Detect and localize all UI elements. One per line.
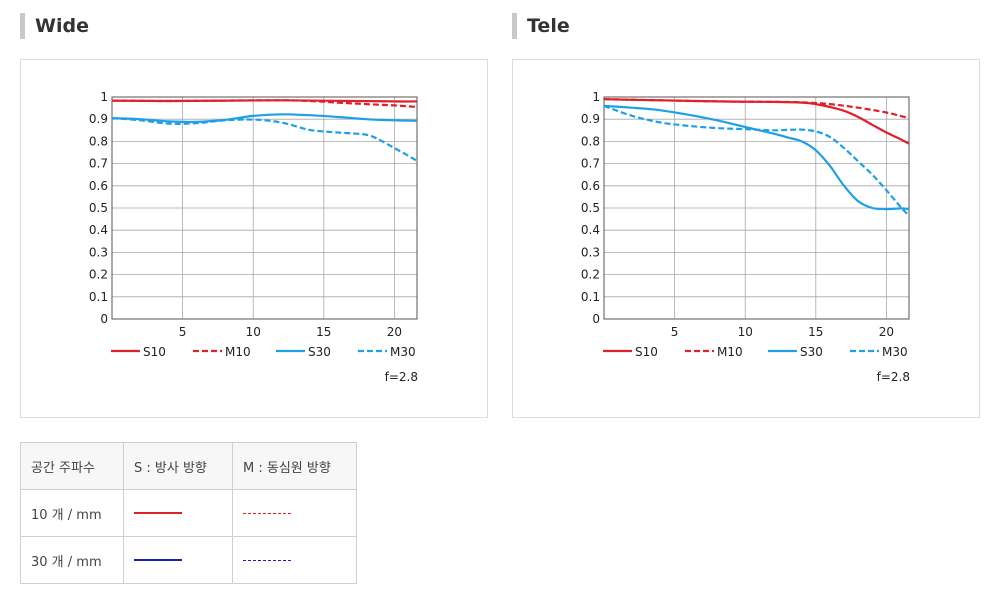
legend-row-10: 10 개 / mm — [20, 489, 357, 537]
legend-row-30: 30 개 / mm — [20, 536, 357, 584]
x-tick-label: 10 — [246, 325, 261, 339]
y-tick-label: 0.6 — [581, 179, 600, 193]
y-tick-label: 0.9 — [581, 112, 600, 126]
header-spatial-frequency: 공간 주파수 — [20, 442, 124, 490]
dashed-line-sample — [243, 512, 291, 514]
x-tick-label: 20 — [879, 325, 894, 339]
plot-frame — [111, 96, 418, 320]
y-tick-label: 0.2 — [89, 268, 108, 282]
y-tick-label: 0.3 — [581, 245, 600, 259]
x-tick-label: 5 — [179, 325, 187, 339]
legend-label-m30: M30 — [390, 345, 416, 359]
legend-label-m30: M30 — [882, 345, 908, 359]
aperture-annotation: f=2.8 — [877, 370, 910, 384]
legend-label-m10: M10 — [225, 345, 251, 359]
legend-label-s30: S30 — [308, 345, 331, 359]
x-tick-label: 15 — [808, 325, 823, 339]
row-label: 30 개 / mm — [20, 536, 124, 584]
solid-line-sample — [134, 559, 182, 561]
wide-heading: Wide — [20, 12, 89, 40]
heading-bar — [512, 13, 517, 39]
series-line-m30 — [603, 104, 910, 217]
y-tick-label: 0.2 — [581, 268, 600, 282]
solid-line-sample — [134, 512, 182, 514]
y-tick-label: 0.8 — [89, 134, 108, 148]
y-tick-label: 0.7 — [89, 157, 108, 171]
y-tick-label: 0.4 — [581, 223, 600, 237]
x-tick-label: 10 — [738, 325, 753, 339]
row-label: 10 개 / mm — [20, 489, 124, 537]
sagittal-sample-cell — [123, 536, 233, 584]
tele-heading: Tele — [512, 12, 570, 40]
header-sagittal: S : 방사 방향 — [123, 442, 233, 490]
wide-heading-text: Wide — [35, 15, 89, 37]
y-tick-label: 0.9 — [89, 112, 108, 126]
series-line-m10 — [111, 99, 418, 109]
y-tick-label: 1 — [592, 90, 600, 104]
y-tick-label: 1 — [100, 90, 108, 104]
wide-chart-panel: 0 0.1 0.2 0.3 0.4 0.5 0.6 0.7 0.8 0.9 1 5 10 15 20 S10 M… — [20, 59, 488, 418]
y-tick-label: 0 — [100, 312, 108, 326]
tele-heading-text: Tele — [527, 15, 570, 37]
sagittal-sample-cell — [123, 489, 233, 537]
y-tick-label: 0.5 — [581, 201, 600, 215]
meridional-sample-cell — [232, 536, 357, 584]
legend-label-s10: S10 — [143, 345, 166, 359]
series-line-s30 — [603, 104, 910, 211]
y-tick-label: 0.4 — [89, 223, 108, 237]
y-tick-label: 0.3 — [89, 245, 108, 259]
legend-header-row: 공간 주파수 S : 방사 방향 M : 동심원 방향 — [20, 442, 357, 490]
x-tick-label: 5 — [671, 325, 679, 339]
y-tick-label: 0.6 — [89, 179, 108, 193]
legend-label-m10: M10 — [717, 345, 743, 359]
series-line-m30 — [111, 117, 418, 162]
header-meridional: M : 동심원 방향 — [232, 442, 357, 490]
legend-label-s30: S30 — [800, 345, 823, 359]
dashed-line-sample — [243, 559, 291, 561]
legend-label-s10: S10 — [635, 345, 658, 359]
heading-bar — [20, 13, 25, 39]
y-tick-label: 0.8 — [581, 134, 600, 148]
y-tick-label: 0.1 — [89, 290, 108, 304]
tele-chart-panel: 0 0.1 0.2 0.3 0.4 0.5 0.6 0.7 0.8 0.9 1 5 10 15 20 S10 M… — [512, 59, 980, 418]
y-tick-label: 0.1 — [581, 290, 600, 304]
meridional-sample-cell — [232, 489, 357, 537]
aperture-annotation: f=2.8 — [385, 370, 418, 384]
y-tick-label: 0.5 — [89, 201, 108, 215]
legend-table: 공간 주파수 S : 방사 방향 M : 동심원 방향 10 개 / mm 30… — [20, 442, 357, 584]
series-line-m10 — [603, 98, 910, 120]
series-line-s30 — [111, 113, 418, 124]
x-tick-label: 15 — [316, 325, 331, 339]
y-tick-label: 0.7 — [581, 157, 600, 171]
x-tick-label: 20 — [387, 325, 402, 339]
y-tick-label: 0 — [592, 312, 600, 326]
